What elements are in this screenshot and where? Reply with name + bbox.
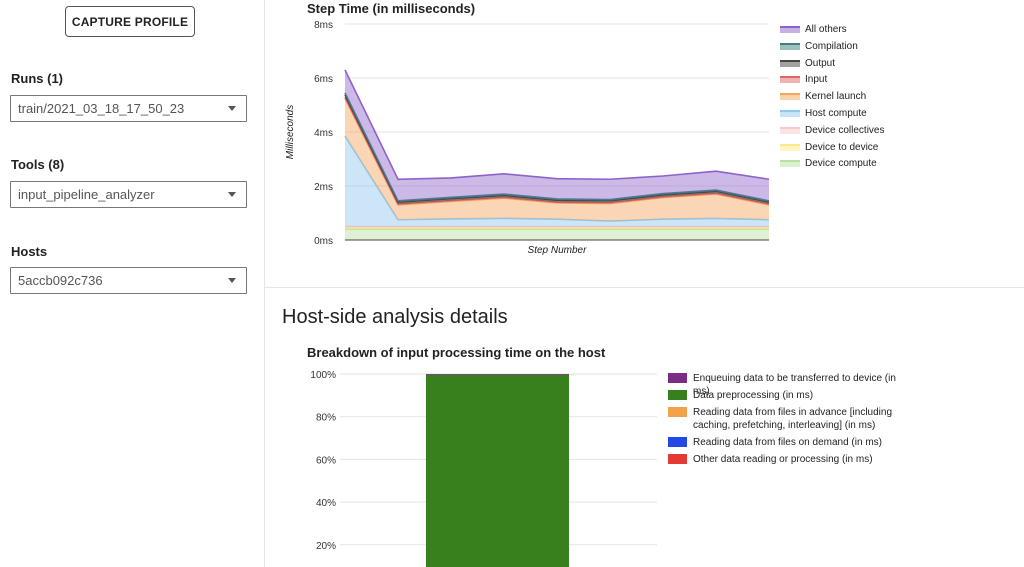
y-tick-label: 60% (316, 455, 336, 466)
y-tick-label: 8ms (314, 20, 333, 31)
bar-segment-enqueuing-data-to-be-transferred-to-device-in-ms (426, 374, 569, 375)
legend-item-device-to-device[interactable]: Device to device (780, 142, 878, 153)
step-time-chart-title: Step Time (in milliseconds) (307, 1, 476, 16)
host-breakdown-chart: 20% 40% 60% 80% 100% (310, 370, 657, 567)
y-tick-label: 2ms (314, 182, 333, 193)
capture-profile-button[interactable]: CAPTURE PROFILE (65, 6, 195, 37)
y-tick-label: 40% (316, 498, 336, 509)
chevron-down-icon (228, 192, 236, 197)
series-line-host-compute (344, 135, 770, 222)
legend-label: Output (805, 57, 836, 69)
legend-label: Reading data from files in advance [incl… (693, 407, 893, 431)
legend-item-other-data-reading-or-processing-in-ms[interactable]: Other data reading or processing (in ms) (668, 453, 913, 466)
tools-label: Tools (8) (11, 157, 65, 172)
legend-swatch (780, 76, 800, 84)
legend-item-all-others[interactable]: All others (780, 24, 847, 35)
legend-item-reading-data-from-files-on-demand-in-ms[interactable]: Reading data from files on demand (in ms… (668, 436, 913, 449)
legend-item-enqueuing-data-to-be-transferred-to-device-in-ms[interactable]: Enqueuing data to be transferred to devi… (668, 372, 913, 398)
series-line-output (344, 94, 770, 204)
series-area-device-compute (345, 229, 769, 240)
y-tick-label: 0ms (314, 236, 333, 247)
host-breakdown-legend: Enqueuing data to be transferred to devi… (668, 372, 913, 472)
legend-swatch (668, 390, 687, 400)
y-axis-label: Milliseconds (285, 105, 296, 159)
host-breakdown-chart-title: Breakdown of input processing time on th… (307, 345, 606, 360)
legend-label: Host compute (805, 108, 867, 119)
tools-select[interactable]: input_pipeline_analyzer (10, 181, 247, 208)
legend-label: Device collectives (805, 124, 885, 136)
hosts-select[interactable]: 5accb092c736 (10, 267, 247, 294)
legend-item-device-collectives[interactable]: Device collectives (780, 125, 884, 136)
legend-label: Data preprocessing (in ms) (693, 390, 814, 401)
legend-label: Device compute (805, 158, 877, 170)
y-tick-label: 6ms (314, 74, 333, 85)
section-divider (265, 287, 1024, 288)
legend-swatch (780, 110, 800, 117)
legend-label: Other data reading or processing (in ms) (693, 454, 873, 465)
legend-label: Reading data from files on demand (in ms… (693, 437, 882, 448)
step-time-chart: 0ms 2ms 4ms 6ms 8ms Step Number Milliseconds (285, 20, 770, 256)
legend-item-output[interactable]: Output (780, 58, 835, 69)
legend-label: Device to device (805, 141, 879, 153)
legend-swatch (780, 93, 800, 101)
legend-swatch (780, 42, 800, 50)
legend-label: Input (805, 74, 828, 86)
legend-swatch (668, 373, 687, 383)
series-line-compilation (344, 92, 770, 202)
legend-swatch (668, 407, 687, 417)
tools-select-value: input_pipeline_analyzer (18, 187, 155, 202)
legend-label: All others (805, 24, 847, 35)
series-line-kernel-launch (344, 97, 770, 206)
runs-select[interactable]: train/2021_03_18_17_50_23 (10, 95, 247, 122)
y-tick-label: 80% (316, 413, 336, 424)
series-area-all-others (345, 69, 769, 201)
legend-swatch (780, 143, 800, 151)
legend-swatch (780, 59, 800, 67)
runs-select-value: train/2021_03_18_17_50_23 (18, 101, 185, 116)
legend-item-input[interactable]: Input (780, 74, 827, 85)
y-tick-label: 100% (310, 370, 336, 381)
legend-item-compilation[interactable]: Compilation (780, 41, 858, 52)
legend-label: Kernel launch (805, 91, 867, 103)
host-section-title: Host-side analysis details (282, 306, 508, 328)
legend-label: Enqueuing data to be transferred to devi… (693, 373, 896, 397)
sidebar: CAPTURE PROFILE Runs (1) train/2021_03_1… (0, 0, 265, 567)
legend-item-kernel-launch[interactable]: Kernel launch (780, 91, 866, 102)
legend-swatch (780, 160, 800, 168)
bar-segment-data-preprocessing-in-ms (426, 374, 569, 567)
series-area-host-compute (345, 136, 769, 227)
series-line-input (344, 97, 770, 205)
hosts-label: Hosts (11, 244, 48, 259)
runs-label: Runs (1) (11, 71, 63, 86)
legend-item-reading-data-from-files-in-advance-including-caching-prefetching-interleaving-in-ms[interactable]: Reading data from files in advance [incl… (668, 406, 913, 432)
series-line-all-others (344, 69, 770, 181)
legend-item-data-preprocessing-in-ms[interactable]: Data preprocessing (in ms) (668, 389, 913, 402)
series-area-kernel-launch (345, 98, 769, 222)
x-axis-label: Step Number (528, 245, 588, 256)
legend-swatch (668, 437, 687, 447)
legend-item-device-compute[interactable]: Device compute (780, 158, 877, 169)
y-tick-label: 20% (316, 541, 336, 552)
legend-item-host-compute[interactable]: Host compute (780, 108, 867, 119)
legend-label: Compilation (805, 40, 858, 52)
chevron-down-icon (228, 106, 236, 111)
chevron-down-icon (228, 278, 236, 283)
hosts-select-value: 5accb092c736 (18, 273, 103, 288)
legend-swatch (780, 26, 800, 33)
legend-swatch (780, 126, 800, 134)
step-time-legend: All others Compilation Output Input Kernel l… (780, 24, 980, 184)
legend-swatch (668, 454, 687, 464)
y-tick-label: 4ms (314, 128, 333, 139)
